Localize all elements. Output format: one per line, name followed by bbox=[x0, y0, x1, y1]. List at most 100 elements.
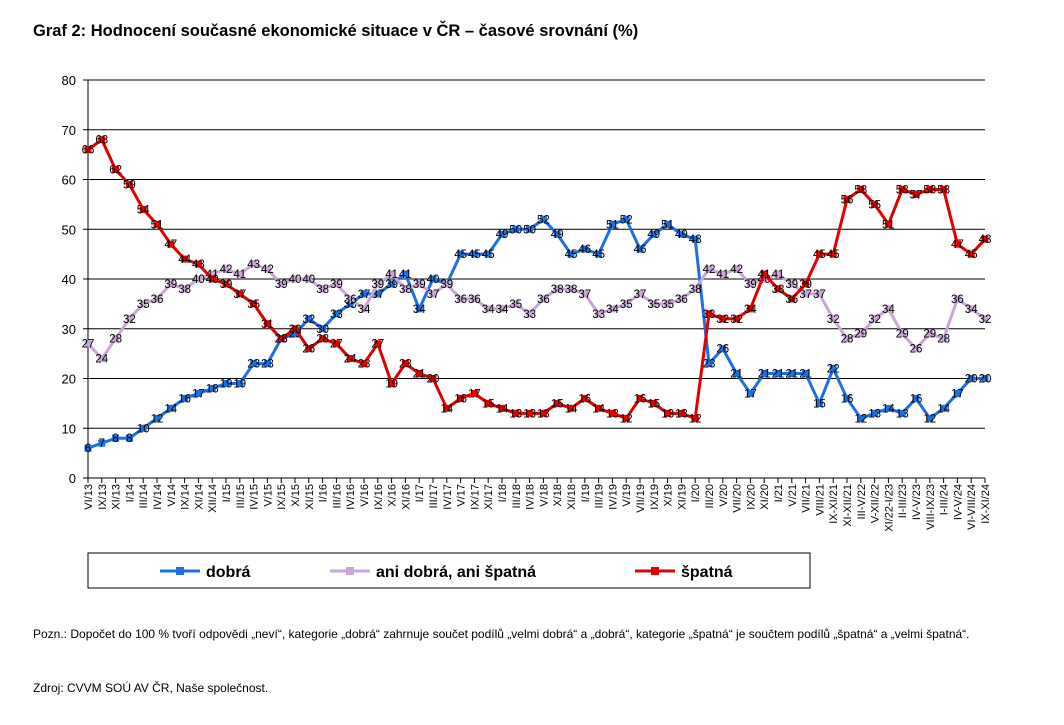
data-label: 37 bbox=[427, 289, 440, 301]
x-tick-label: IX/14 bbox=[180, 484, 192, 510]
point-marker bbox=[443, 404, 451, 412]
x-tick-label: IX/16 bbox=[373, 484, 385, 510]
point-marker bbox=[829, 365, 837, 373]
data-label: 34 bbox=[744, 304, 757, 316]
point-marker bbox=[346, 355, 354, 363]
data-label: 45 bbox=[592, 249, 605, 261]
data-label: 21 bbox=[799, 369, 812, 381]
data-label: 41 bbox=[385, 269, 398, 281]
point-marker bbox=[388, 379, 396, 387]
y-tick-label: 0 bbox=[69, 471, 76, 486]
x-tick-label: IV/18 bbox=[525, 484, 537, 510]
data-label: 16 bbox=[910, 393, 923, 405]
data-label: 34 bbox=[965, 304, 978, 316]
data-label: 58 bbox=[896, 184, 909, 196]
data-label: 23 bbox=[247, 359, 260, 371]
data-label: 33 bbox=[330, 309, 343, 321]
point-marker bbox=[291, 325, 299, 333]
data-label: 52 bbox=[620, 214, 633, 226]
data-label: 45 bbox=[454, 249, 467, 261]
x-tick-label: V/21 bbox=[787, 484, 799, 507]
point-marker bbox=[815, 399, 823, 407]
data-label: 36 bbox=[951, 294, 964, 306]
x-tick-label: V/17 bbox=[456, 484, 468, 507]
x-tick-label: IV/19 bbox=[607, 484, 619, 510]
point-marker bbox=[332, 340, 340, 348]
point-marker bbox=[498, 230, 506, 238]
point-marker bbox=[940, 404, 948, 412]
data-label: 43 bbox=[247, 259, 260, 271]
x-tick-label: IX/15 bbox=[276, 484, 288, 510]
data-label: 41 bbox=[716, 269, 729, 281]
data-label: 33 bbox=[703, 309, 716, 321]
data-label: 57 bbox=[910, 189, 923, 201]
chart-title: Graf 2: Hodnocení současné ekonomické si… bbox=[33, 21, 638, 40]
point-marker bbox=[429, 275, 437, 283]
point-marker bbox=[291, 275, 299, 283]
x-tick-label: XI-XII/21 bbox=[842, 484, 854, 527]
x-tick-label: V/19 bbox=[621, 484, 633, 507]
data-label: 14 bbox=[164, 403, 177, 415]
data-label: 31 bbox=[261, 319, 274, 331]
point-marker bbox=[526, 225, 534, 233]
data-label: 24 bbox=[344, 354, 357, 366]
point-marker bbox=[815, 290, 823, 298]
data-label: 32 bbox=[827, 314, 840, 326]
data-label: 39 bbox=[371, 279, 384, 291]
data-label: 49 bbox=[496, 229, 509, 241]
data-label: 49 bbox=[675, 229, 688, 241]
data-label: 7 bbox=[99, 438, 105, 450]
point-marker bbox=[194, 275, 202, 283]
point-marker bbox=[305, 315, 313, 323]
data-label: 8 bbox=[126, 433, 132, 445]
data-label: 13 bbox=[537, 408, 550, 420]
data-label: 59 bbox=[123, 179, 136, 191]
data-label: 13 bbox=[523, 408, 536, 420]
y-tick-label: 50 bbox=[62, 222, 76, 237]
x-tick-label: XI/20 bbox=[759, 484, 771, 510]
data-label: 28 bbox=[275, 334, 288, 346]
data-label: 12 bbox=[854, 413, 867, 425]
data-label: 20 bbox=[965, 374, 978, 386]
point-marker bbox=[788, 370, 796, 378]
data-label: 45 bbox=[965, 249, 978, 261]
point-marker bbox=[470, 250, 478, 258]
point-marker bbox=[926, 330, 934, 338]
x-tick-label: XI/17 bbox=[483, 484, 495, 510]
point-marker bbox=[719, 315, 727, 323]
data-label: 30 bbox=[289, 324, 302, 336]
x-tick-label: XI/18 bbox=[566, 484, 578, 510]
data-label: 10 bbox=[137, 423, 150, 435]
point-marker bbox=[567, 404, 575, 412]
x-tick-label: XI/16 bbox=[400, 484, 412, 510]
point-marker bbox=[429, 290, 437, 298]
point-marker bbox=[691, 414, 699, 422]
point-marker bbox=[526, 409, 534, 417]
data-label: 45 bbox=[813, 249, 826, 261]
point-marker bbox=[153, 295, 161, 303]
point-marker bbox=[553, 285, 561, 293]
point-marker bbox=[746, 389, 754, 397]
data-label: 15 bbox=[482, 398, 495, 410]
x-tick-label: IX/20 bbox=[745, 484, 757, 510]
x-tick-label: V/16 bbox=[359, 484, 371, 507]
data-label: 51 bbox=[882, 219, 895, 231]
x-tick-label: IX-XI/24 bbox=[980, 484, 992, 524]
data-label: 18 bbox=[206, 383, 219, 395]
point-marker bbox=[981, 235, 989, 243]
data-label: 38 bbox=[316, 284, 329, 296]
point-marker bbox=[636, 394, 644, 402]
point-marker bbox=[139, 205, 147, 213]
x-tick-label: IV/15 bbox=[249, 484, 261, 510]
x-tick-label: IX/19 bbox=[649, 484, 661, 510]
point-marker bbox=[539, 215, 547, 223]
point-marker bbox=[608, 305, 616, 313]
data-label: 28 bbox=[316, 334, 329, 346]
point-marker bbox=[388, 280, 396, 288]
legend-marker bbox=[176, 567, 184, 575]
data-label: 51 bbox=[151, 219, 164, 231]
point-marker bbox=[415, 305, 423, 313]
data-label: 29 bbox=[854, 329, 867, 341]
data-label: 8 bbox=[112, 433, 118, 445]
point-marker bbox=[250, 260, 258, 268]
